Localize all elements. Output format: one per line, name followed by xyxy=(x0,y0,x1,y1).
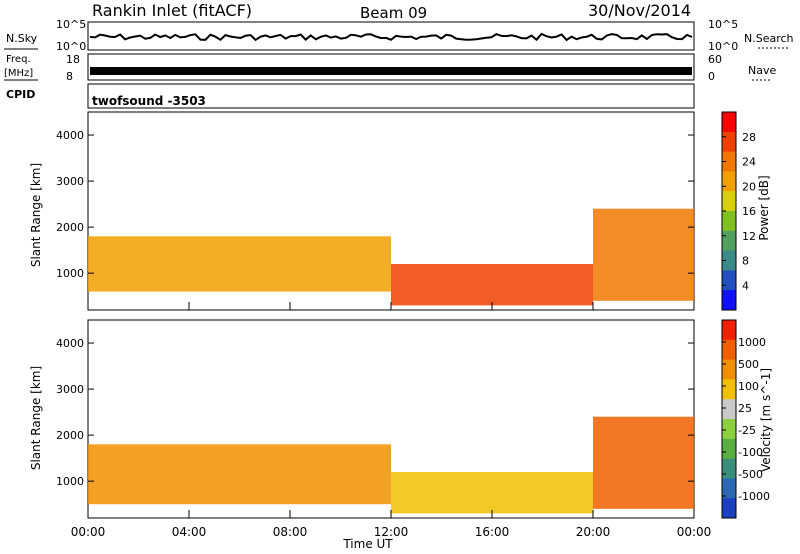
power-colorbar-tick-label-2: 12 xyxy=(742,230,756,243)
velocity-colorbar-tick-label-6: -500 xyxy=(738,468,763,481)
xtick-label-0: 00:00 xyxy=(71,525,106,539)
power-colorbar-tick-label-3: 16 xyxy=(742,205,756,218)
power-colorbar-segment-3 xyxy=(722,171,736,192)
velocity-colorbar-frame xyxy=(721,319,737,519)
nsky-tick-top: 10^5 xyxy=(56,18,86,31)
power-band-2 xyxy=(593,208,694,301)
power-colorbar-segment-5 xyxy=(722,211,736,232)
velocity-colorbar-tick-label-3: 25 xyxy=(738,402,752,415)
velocity-colorbar-tick-label-7: -1000 xyxy=(738,490,770,503)
time-x-axis: 00:00 04:00 08:00 12:00 16:00 20:00 00:00 xyxy=(71,302,712,539)
power-colorbar-segment-0 xyxy=(722,112,736,133)
velocity-colorbar-segment-6 xyxy=(722,438,736,460)
power-ytick-label-3: 4000 xyxy=(56,129,84,142)
nave-label: Nave xyxy=(748,64,776,77)
velocity-ytick-label-3: 4000 xyxy=(56,337,84,350)
velocity-band-1 xyxy=(391,472,593,514)
velocity-colorbar-segment-2 xyxy=(722,359,736,380)
power-band-1 xyxy=(391,264,593,306)
xtick-label-3: 12:00 xyxy=(374,525,409,539)
power-colorbar-segment-2 xyxy=(722,151,736,172)
beam-title: Beam 09 xyxy=(360,4,427,22)
velocity-colorbar: 1000 500 100 25 -25 -100 -500 -1000 xyxy=(721,319,770,519)
freq-unit: [MHz] xyxy=(4,68,33,79)
power-colorbar-tick-label-5: 24 xyxy=(742,156,756,169)
power-colorbar-tick-label-6: 28 xyxy=(742,131,756,144)
power-colorbar-tick-label-0: 4 xyxy=(742,279,749,292)
power-ylabel: Slant Range [km] xyxy=(29,163,43,267)
velocity-colorbar-label: Velocity [m s^-1] xyxy=(759,368,773,472)
velocity-colorbar-tick-label-1: 500 xyxy=(738,358,759,371)
station-title: Rankin Inlet (fitACF) xyxy=(92,1,252,20)
velocity-colorbar-segment-7 xyxy=(722,458,736,479)
power-heatmap xyxy=(88,208,694,306)
velocity-colorbar-segment-4 xyxy=(722,399,736,420)
power-colorbar-segment-4 xyxy=(722,191,736,212)
velocity-colorbar-segment-1 xyxy=(722,339,736,361)
xtick-label-6: 00:00 xyxy=(677,525,712,539)
velocity-colorbar-segment-0 xyxy=(722,320,736,341)
cpid-label: CPID xyxy=(6,88,35,101)
power-colorbar-tick-label-4: 20 xyxy=(742,180,756,193)
power-colorbar-segment-7 xyxy=(722,250,736,271)
power-colorbar: 4 8 12 16 20 24 28 xyxy=(721,111,756,311)
nsky-label: N.Sky xyxy=(6,32,38,45)
date-title: 30/Nov/2014 xyxy=(588,1,691,20)
xtick-label-5: 20:00 xyxy=(576,525,611,539)
freq-label: Freq. xyxy=(6,54,31,65)
power-ytick-label-1: 2000 xyxy=(56,221,84,234)
freq-tick-bottom: 8 xyxy=(66,70,73,83)
power-y-axis: 1000 2000 3000 4000 xyxy=(56,129,694,280)
velocity-ylabel: Slant Range [km] xyxy=(29,366,43,470)
xtick-label-1: 04:00 xyxy=(172,525,207,539)
nsearch-tick-top: 10^5 xyxy=(708,18,738,31)
power-colorbar-segment-1 xyxy=(722,131,736,153)
velocity-colorbar-segment-5 xyxy=(722,419,736,440)
velocity-colorbar-tick-label-0: 1000 xyxy=(738,336,766,349)
velocity-colorbar-tick-label-4: -25 xyxy=(738,424,756,437)
velocity-ytick-label-1: 2000 xyxy=(56,429,84,442)
cpid-value: twofsound -3503 xyxy=(92,94,206,108)
velocity-band-2 xyxy=(593,416,694,509)
x-axis-label: Time UT xyxy=(342,537,393,551)
power-colorbar-segment-9 xyxy=(722,290,736,311)
velocity-colorbar-tick-label-2: 100 xyxy=(738,380,759,393)
velocity-colorbar-segment-8 xyxy=(722,478,736,499)
velocity-heatmap xyxy=(88,416,694,514)
velocity-y-axis: 1000 2000 3000 4000 xyxy=(56,337,694,488)
xtick-label-4: 16:00 xyxy=(475,525,510,539)
freq-trace xyxy=(90,67,692,75)
nave-tick-bottom: 0 xyxy=(708,70,715,83)
power-ytick-label-2: 3000 xyxy=(56,175,84,188)
velocity-colorbar-segment-3 xyxy=(722,379,736,400)
nsearch-tick-bottom: 10^0 xyxy=(708,40,738,53)
nsky-trace xyxy=(89,32,693,42)
nave-tick-top: 60 xyxy=(708,53,722,66)
power-colorbar-label: Power [dB] xyxy=(757,175,771,240)
power-colorbar-segment-8 xyxy=(722,270,736,291)
cpid-panel xyxy=(87,83,695,109)
velocity-colorbar-tick-label-5: -100 xyxy=(738,446,763,459)
nsearch-label: N.Search xyxy=(744,32,794,45)
power-colorbar-segment-6 xyxy=(722,230,736,252)
power-band-0 xyxy=(88,236,391,292)
velocity-ytick-label-0: 1000 xyxy=(56,475,84,488)
velocity-colorbar-segment-9 xyxy=(722,498,736,519)
freq-tick-top: 18 xyxy=(66,53,80,66)
xtick-label-2: 08:00 xyxy=(273,525,308,539)
velocity-ytick-label-2: 3000 xyxy=(56,383,84,396)
power-ytick-label-0: 1000 xyxy=(56,267,84,280)
velocity-band-0 xyxy=(88,444,391,505)
power-colorbar-tick-label-1: 8 xyxy=(742,255,749,268)
nsky-tick-bottom: 10^0 xyxy=(56,40,86,53)
